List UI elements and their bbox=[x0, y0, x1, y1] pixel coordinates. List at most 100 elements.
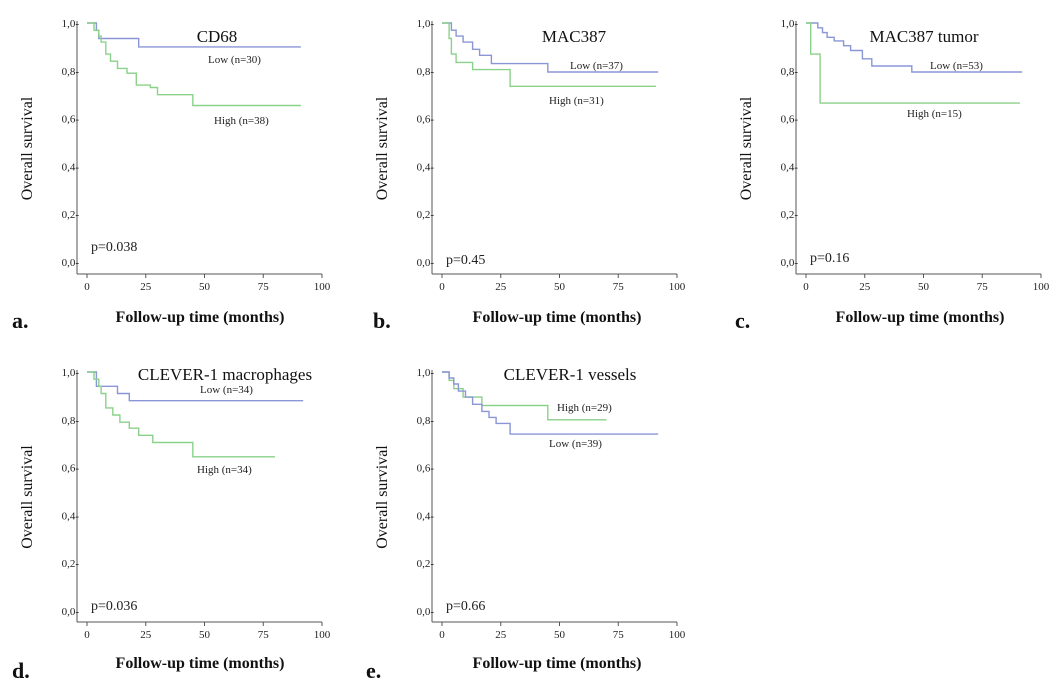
curve-label-low: Low (n=39) bbox=[549, 438, 602, 450]
y-tick-label: 0,8- bbox=[781, 66, 799, 78]
survival-curve-high bbox=[87, 22, 301, 107]
y-tick-label: 0,0- bbox=[417, 606, 435, 618]
p-value: p=0.16 bbox=[810, 251, 849, 266]
y-tick-label: 0,6- bbox=[781, 114, 799, 126]
curve-label-high: High (n=31) bbox=[549, 95, 604, 107]
x-tick-label: 0 bbox=[439, 629, 445, 641]
x-tick-label: 25 bbox=[859, 281, 871, 293]
x-tick-label: 75 bbox=[977, 281, 989, 293]
x-axis-label: Follow-up time (months) bbox=[116, 309, 285, 326]
survival-panel-5: 0,0- 0,2- 0,4- 0,6- 0,8- 1,0- 0 25 50 75 100 High (… bbox=[366, 365, 686, 681]
y-tick-label: 1,0- bbox=[781, 18, 799, 30]
x-tick-label: 25 bbox=[140, 281, 152, 293]
panel-letter: a. bbox=[12, 308, 29, 333]
x-tick-label: 0 bbox=[84, 629, 90, 641]
y-tick-label: 0,6- bbox=[417, 463, 435, 475]
y-tick-label: 0,2- bbox=[62, 209, 80, 221]
x-tick-label: 50 bbox=[199, 629, 211, 641]
y-tick-label: 0,8- bbox=[62, 66, 80, 78]
y-tick-label: 1,0- bbox=[417, 18, 435, 30]
y-tick-label: 0,4- bbox=[417, 161, 435, 173]
survival-curve-low bbox=[87, 22, 301, 48]
y-tick-label: 0,2- bbox=[781, 209, 799, 221]
p-value: p=0.036 bbox=[91, 599, 137, 614]
y-tick-label: 0,4- bbox=[62, 161, 80, 173]
y-axis-label: Overall survival bbox=[374, 445, 391, 549]
x-tick-label: 100 bbox=[669, 281, 686, 293]
x-tick-label: 100 bbox=[314, 281, 331, 293]
panel-title: MAC387 bbox=[542, 27, 607, 46]
panel-letter: e. bbox=[366, 658, 381, 681]
x-axis-label: Follow-up time (months) bbox=[116, 655, 285, 672]
y-tick-label: 0,4- bbox=[781, 161, 799, 173]
survival-panel-4: 0,0- 0,2- 0,4- 0,6- 0,8- 1,0- 0 25 50 75 100 Low (n… bbox=[12, 365, 331, 681]
x-tick-label: 75 bbox=[258, 629, 270, 641]
x-tick-label: 50 bbox=[918, 281, 930, 293]
x-tick-label: 100 bbox=[1033, 281, 1050, 293]
survival-curve-high bbox=[87, 371, 275, 458]
curve-label-high: High (n=34) bbox=[197, 464, 252, 476]
x-axis-label: Follow-up time (months) bbox=[836, 309, 1005, 326]
p-value: p=0.66 bbox=[446, 599, 485, 614]
x-tick-label: 75 bbox=[613, 629, 625, 641]
panel-title: MAC387 tumor bbox=[869, 27, 978, 46]
curve-label-high: High (n=29) bbox=[557, 402, 612, 414]
survival-panel-3: 0,0- 0,2- 0,4- 0,6- 0,8- 1,0- 0 25 50 75 100 Low (n… bbox=[735, 18, 1050, 333]
x-axis-label: Follow-up time (months) bbox=[473, 309, 642, 326]
x-tick-label: 25 bbox=[140, 629, 152, 641]
y-tick-label: 0,2- bbox=[62, 558, 80, 570]
x-tick-label: 50 bbox=[554, 281, 566, 293]
curve-label-low: Low (n=30) bbox=[208, 54, 261, 66]
x-tick-label: 75 bbox=[613, 281, 625, 293]
y-tick-label: 1,0- bbox=[62, 367, 80, 379]
y-axis-label: Overall survival bbox=[374, 96, 391, 200]
curve-label-high: High (n=15) bbox=[907, 108, 962, 120]
panel-title: CD68 bbox=[197, 27, 238, 46]
x-tick-label: 100 bbox=[669, 629, 686, 641]
p-value: p=0.038 bbox=[91, 240, 137, 255]
y-tick-label: 0,0- bbox=[62, 257, 80, 269]
y-tick-label: 0,0- bbox=[62, 606, 80, 618]
x-tick-label: 0 bbox=[439, 281, 445, 293]
y-tick-label: 0,0- bbox=[417, 257, 435, 269]
survival-curve-high bbox=[806, 22, 1020, 104]
x-tick-label: 100 bbox=[314, 629, 331, 641]
x-tick-label: 25 bbox=[495, 281, 507, 293]
x-tick-label: 25 bbox=[495, 629, 507, 641]
y-axis-label: Overall survival bbox=[738, 96, 755, 200]
survival-curve-high bbox=[442, 22, 656, 87]
x-tick-label: 50 bbox=[554, 629, 566, 641]
survival-curve-low bbox=[442, 371, 659, 435]
survival-panel-1: 0,0- 0,2- 0,4- 0,6- 0,8- 1,0- 0 25 50 75 100 Low (n… bbox=[12, 18, 331, 333]
y-tick-label: 0,8- bbox=[62, 415, 80, 427]
y-tick-label: 0,8- bbox=[417, 415, 435, 427]
y-tick-label: 0,2- bbox=[417, 558, 435, 570]
x-tick-label: 75 bbox=[258, 281, 270, 293]
x-axis-label: Follow-up time (months) bbox=[473, 655, 642, 672]
curve-label-low: Low (n=34) bbox=[200, 384, 253, 396]
panel-letter: d. bbox=[12, 658, 30, 681]
y-tick-label: 0,6- bbox=[417, 114, 435, 126]
panel-letter: b. bbox=[373, 308, 391, 333]
survival-curve-low bbox=[806, 22, 1023, 73]
y-tick-label: 1,0- bbox=[417, 367, 435, 379]
y-axis-label: Overall survival bbox=[19, 445, 36, 549]
x-tick-label: 0 bbox=[84, 281, 90, 293]
x-tick-label: 0 bbox=[803, 281, 809, 293]
y-tick-label: 0,2- bbox=[417, 209, 435, 221]
panel-letter: c. bbox=[735, 308, 750, 333]
y-tick-label: 0,6- bbox=[62, 463, 80, 475]
panel-title: CLEVER-1 macrophages bbox=[138, 365, 312, 384]
y-axis-label: Overall survival bbox=[19, 96, 36, 200]
y-tick-label: 0,0- bbox=[781, 257, 799, 269]
curve-label-high: High (n=38) bbox=[214, 115, 269, 127]
survival-curve-low bbox=[87, 371, 304, 402]
curve-label-low: Low (n=53) bbox=[930, 60, 983, 72]
survival-curve-low bbox=[442, 22, 659, 73]
survival-curve-high bbox=[442, 371, 607, 421]
y-tick-label: 0,6- bbox=[62, 114, 80, 126]
panel-title: CLEVER-1 vessels bbox=[504, 365, 637, 384]
y-tick-label: 0,8- bbox=[417, 66, 435, 78]
y-tick-label: 1,0- bbox=[62, 18, 80, 30]
